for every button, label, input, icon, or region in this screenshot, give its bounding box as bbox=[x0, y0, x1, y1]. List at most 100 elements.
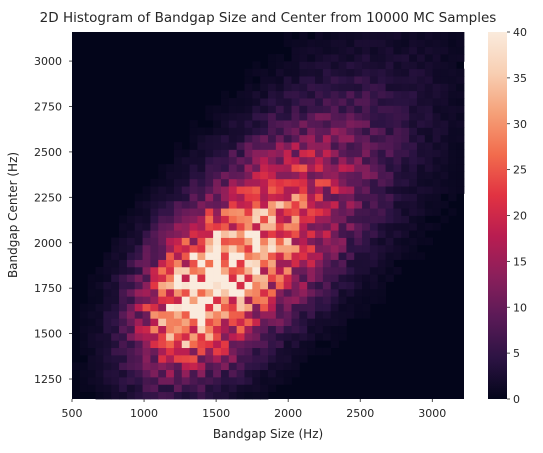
heatmap-cell bbox=[322, 127, 332, 136]
heatmap-cell bbox=[220, 376, 230, 385]
heatmap-cell bbox=[393, 244, 402, 253]
heatmap-cell bbox=[315, 105, 324, 114]
heatmap-cell bbox=[385, 252, 394, 260]
heatmap-cell bbox=[307, 156, 316, 165]
heatmap-cell bbox=[173, 325, 183, 334]
heatmap-cell bbox=[119, 252, 128, 260]
heatmap-cell bbox=[150, 178, 159, 187]
heatmap-cell bbox=[236, 178, 245, 187]
heatmap-cell bbox=[260, 120, 269, 128]
heatmap-cell bbox=[189, 303, 198, 312]
heatmap-cell bbox=[260, 303, 269, 312]
heatmap-cell bbox=[456, 134, 465, 143]
heatmap-cell bbox=[181, 244, 190, 253]
heatmap-cell bbox=[197, 215, 206, 224]
heatmap-cell bbox=[393, 112, 402, 121]
heatmap-cell bbox=[354, 134, 363, 143]
heatmap-cell bbox=[220, 310, 230, 319]
heatmap-cell bbox=[252, 362, 261, 371]
heatmap-cell bbox=[220, 230, 230, 238]
heatmap-cell bbox=[440, 32, 449, 40]
heatmap-cell bbox=[166, 230, 175, 238]
heatmap-cell bbox=[315, 193, 324, 202]
heatmap-cell bbox=[338, 46, 347, 55]
heatmap-cell bbox=[236, 215, 245, 224]
heatmap-cell bbox=[456, 32, 465, 40]
heatmap-cell bbox=[189, 178, 198, 187]
heatmap-cell bbox=[252, 171, 261, 180]
heatmap-cell bbox=[268, 259, 277, 268]
heatmap-cell bbox=[111, 362, 120, 371]
heatmap-cell bbox=[142, 362, 151, 371]
heatmap-cell bbox=[158, 244, 167, 253]
heatmap-cell bbox=[393, 83, 402, 92]
heatmap-cell bbox=[401, 252, 410, 260]
heatmap-cell bbox=[236, 391, 245, 400]
heatmap-cell bbox=[416, 90, 426, 99]
heatmap-cell bbox=[119, 281, 128, 290]
heatmap-cell bbox=[307, 281, 316, 290]
heatmap-cell bbox=[315, 68, 324, 77]
heatmap-cell bbox=[338, 134, 347, 143]
heatmap-cell bbox=[220, 237, 230, 246]
heatmap-cell bbox=[307, 237, 316, 246]
heatmap-cell bbox=[173, 259, 183, 268]
heatmap-cell bbox=[228, 105, 238, 114]
heatmap-cell bbox=[377, 208, 386, 216]
heatmap-cell bbox=[252, 98, 261, 106]
heatmap-cell bbox=[252, 186, 261, 194]
heatmap-cell bbox=[307, 259, 316, 268]
heatmap-cell bbox=[197, 156, 206, 165]
heatmap-cell bbox=[346, 186, 355, 194]
heatmap-cell bbox=[134, 354, 143, 363]
heatmap-cell bbox=[299, 303, 308, 312]
colorbar-tick-label: 30 bbox=[513, 118, 527, 131]
heatmap-cell bbox=[346, 76, 355, 84]
heatmap-cell bbox=[307, 178, 316, 187]
heatmap-cell bbox=[432, 127, 441, 136]
heatmap-cell bbox=[213, 384, 222, 393]
heatmap-cell bbox=[448, 193, 457, 202]
heatmap-cell bbox=[338, 112, 347, 121]
heatmap-cell bbox=[338, 222, 347, 231]
heatmap-cell bbox=[134, 266, 143, 275]
heatmap-cell bbox=[228, 391, 238, 400]
heatmap-cell bbox=[111, 310, 120, 319]
heatmap-cell bbox=[393, 193, 402, 202]
heatmap-cell bbox=[424, 90, 434, 99]
heatmap-cell bbox=[244, 318, 253, 326]
y-axis-label: Bandgap Center (Hz) bbox=[6, 152, 20, 278]
heatmap-cell bbox=[322, 61, 332, 70]
heatmap-cell bbox=[307, 61, 316, 70]
heatmap-cell bbox=[338, 310, 347, 319]
heatmap-cell bbox=[268, 266, 277, 275]
heatmap-cell bbox=[299, 149, 308, 158]
heatmap-cell bbox=[213, 347, 222, 356]
heatmap-cell bbox=[119, 296, 128, 304]
heatmap-cell bbox=[322, 296, 332, 304]
heatmap-cell bbox=[307, 112, 316, 121]
heatmap-cell bbox=[228, 281, 238, 290]
heatmap-cell bbox=[456, 112, 465, 121]
heatmap-cell bbox=[448, 186, 457, 194]
heatmap-cell bbox=[189, 164, 198, 172]
heatmap-cell bbox=[291, 259, 300, 268]
heatmap-cell bbox=[189, 340, 198, 349]
heatmap-cell bbox=[189, 274, 198, 282]
heatmap-cell bbox=[260, 384, 269, 393]
heatmap-cell bbox=[424, 83, 434, 92]
heatmap-cell bbox=[260, 105, 269, 114]
heatmap-cell bbox=[205, 281, 214, 290]
heatmap-cell bbox=[142, 391, 151, 400]
heatmap-cell bbox=[354, 237, 363, 246]
heatmap-cell bbox=[111, 266, 120, 275]
heatmap-cell bbox=[338, 90, 347, 99]
heatmap-cell bbox=[369, 32, 379, 40]
heatmap-cell bbox=[197, 171, 206, 180]
heatmap-cell bbox=[291, 244, 300, 253]
heatmap-cell bbox=[205, 171, 214, 180]
heatmap-cell bbox=[299, 178, 308, 187]
heatmap-cell bbox=[362, 252, 371, 260]
heatmap-cell bbox=[393, 90, 402, 99]
heatmap-cell bbox=[236, 120, 245, 128]
